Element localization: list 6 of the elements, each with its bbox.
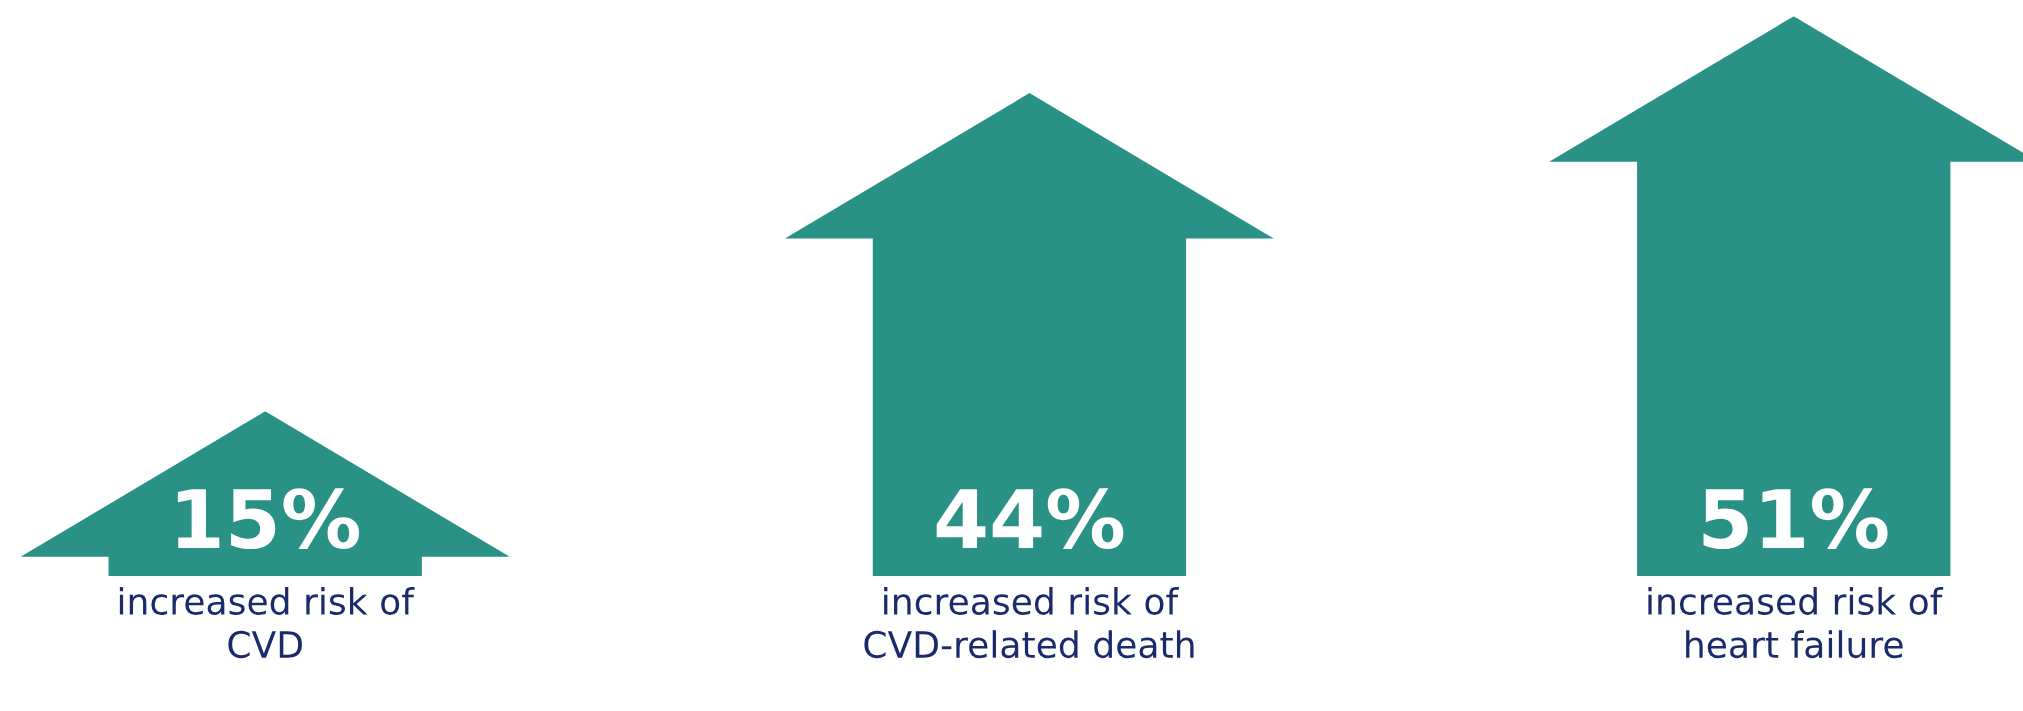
- data-label: 51%: [1703, 488, 1888, 550]
- x-tick-label: increased risk of heart failure: [1648, 587, 1944, 659]
- x-tick-label: increased risk of CVD-related death: [864, 587, 1194, 659]
- x-tick-label: increased risk of CVD: [119, 587, 415, 659]
- data-label: 15%: [177, 488, 360, 550]
- data-label: 44%: [936, 488, 1124, 550]
